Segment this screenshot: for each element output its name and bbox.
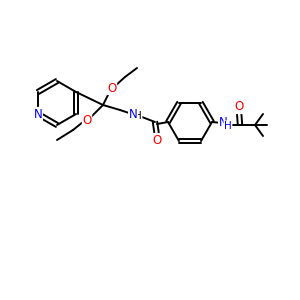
Text: N: N xyxy=(129,109,137,122)
Text: O: O xyxy=(107,82,117,94)
Text: H: H xyxy=(224,121,232,131)
Text: N: N xyxy=(34,107,42,121)
Text: O: O xyxy=(152,134,162,146)
Text: O: O xyxy=(82,113,91,127)
Text: N: N xyxy=(219,116,227,128)
Text: H: H xyxy=(134,111,142,121)
Text: O: O xyxy=(234,100,244,113)
